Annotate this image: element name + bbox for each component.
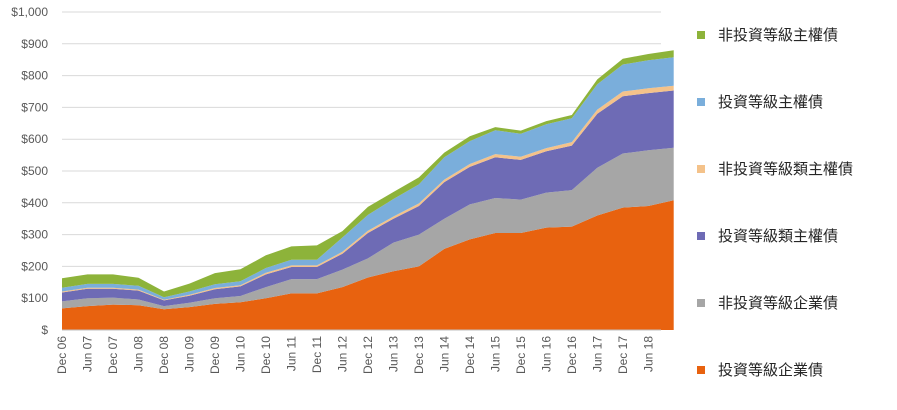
x-tick-label: Dec 16 xyxy=(565,336,579,374)
legend-item: 非投資等級類主權債 xyxy=(697,160,853,178)
y-tick-label: $100 xyxy=(21,291,48,305)
y-tick-label: $600 xyxy=(21,132,48,146)
x-tick-label: Dec 09 xyxy=(208,336,222,374)
x-tick-label: Jun 09 xyxy=(182,336,196,372)
y-tick-label: $400 xyxy=(21,196,48,210)
x-tick-label: Dec 07 xyxy=(106,336,120,374)
legend-item: 投資等級類主權債 xyxy=(697,227,838,245)
x-tick-label: Dec 08 xyxy=(157,336,171,374)
gridlines xyxy=(62,11,661,299)
area-series-2 xyxy=(62,147,674,310)
legend-swatch xyxy=(697,299,705,307)
x-tick-label: Dec 11 xyxy=(310,336,324,373)
y-tick-label: $700 xyxy=(21,100,48,114)
legend-item: 投資等級企業債 xyxy=(697,361,823,379)
x-tick-label: Dec 12 xyxy=(361,336,375,374)
legend-label: 投資等級主權債 xyxy=(718,93,823,111)
x-tick-label: Jun 12 xyxy=(335,336,349,372)
legend-swatch xyxy=(697,31,705,39)
x-tick-label: Dec 15 xyxy=(514,336,528,374)
x-tick-label: Dec 14 xyxy=(463,336,477,374)
y-tick-label: $300 xyxy=(21,228,48,242)
legend-swatch xyxy=(697,232,705,240)
legend-label: 投資等級企業債 xyxy=(718,361,823,379)
x-tick-label: Jun 13 xyxy=(386,336,400,372)
x-tick-label: Jun 14 xyxy=(437,336,451,372)
x-tick-label: Jun 08 xyxy=(131,336,145,372)
x-tick-label: Dec 17 xyxy=(616,336,630,374)
area-series-group xyxy=(62,50,674,330)
legend-swatch xyxy=(697,165,705,173)
legend-label: 非投資等級類主權債 xyxy=(718,160,853,178)
y-tick-label: $200 xyxy=(21,259,48,273)
legend-swatch xyxy=(697,98,705,106)
legend-swatch xyxy=(697,366,705,374)
x-tick-label: Jun 15 xyxy=(488,336,502,372)
x-tick-label: Dec 13 xyxy=(412,336,426,374)
legend-label: 非投資等級企業債 xyxy=(718,294,838,312)
x-tick-label: Dec 06 xyxy=(55,336,69,374)
x-tick-label: Jun 17 xyxy=(590,336,604,372)
legend-item: 投資等級主權債 xyxy=(697,93,823,111)
area-series-1 xyxy=(62,200,674,330)
legend-label: 投資等級類主權債 xyxy=(718,227,838,245)
area-series-5 xyxy=(62,57,674,300)
legend-item: 非投資等級企業債 xyxy=(697,294,838,312)
x-tick-label: Jun 18 xyxy=(641,336,655,372)
y-axis: $ $100 $200 $300 $400 $500 $600 $700 $800 $900 $1,… xyxy=(11,5,48,337)
x-tick-label: Jun 11 xyxy=(284,336,298,371)
legend-label: 非投資等級主權債 xyxy=(718,26,838,44)
y-tick-label: $800 xyxy=(21,69,48,83)
y-tick-label: $ xyxy=(41,323,48,337)
x-tick-label: Jun 10 xyxy=(233,336,247,372)
area-series-3 xyxy=(62,90,674,307)
y-tick-label: $900 xyxy=(21,37,48,51)
y-tick-label: $1,000 xyxy=(11,5,48,19)
y-tick-label: $500 xyxy=(21,164,48,178)
legend-item: 非投資等級主權債 xyxy=(697,26,838,44)
legend: 非投資等級主權債投資等級主權債非投資等級類主權債投資等級類主權債非投資等級企業債… xyxy=(697,26,853,379)
x-axis: Dec 06 Jun 07 Dec 07 Jun 08 Dec 08 Jun 09 Dec … xyxy=(55,329,661,374)
x-tick-label: Jun 07 xyxy=(80,336,94,372)
x-tick-label: Jun 16 xyxy=(539,336,553,372)
x-tick-label: Dec 10 xyxy=(259,336,273,374)
